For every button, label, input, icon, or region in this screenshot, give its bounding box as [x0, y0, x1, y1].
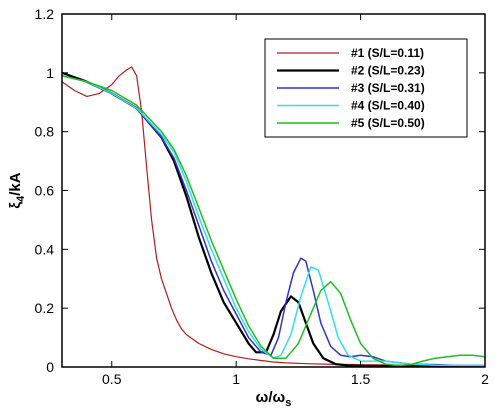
series-line-3: [61, 75, 485, 367]
y-axis-label: ξ4/kA: [7, 172, 27, 208]
x-axis-label-main: ω/ω: [256, 389, 286, 406]
y-axis-label-tail: /kA: [7, 172, 24, 196]
ticks-layer: 0.5 1 1.5 2 0 0.2 0.4 0.6 0.8 1 1.2: [35, 6, 490, 387]
series-line-2: [61, 71, 485, 368]
y-tick-label: 0.8: [35, 124, 55, 140]
y-tick-label: 0.2: [35, 300, 55, 316]
legend-label-3: #3 (S/L=0.31): [351, 81, 425, 95]
legend-label-1: #1 (S/L=0.11): [351, 46, 424, 60]
series-line-4: [61, 75, 485, 367]
x-axis-label: ω/ωs: [256, 389, 292, 409]
y-tick-label: 0.6: [35, 183, 55, 199]
legend-label-5: #5 (S/L=0.50): [351, 116, 425, 130]
legend-label-4: #4 (S/L=0.40): [351, 99, 425, 113]
y-tick-label: 0: [46, 359, 54, 375]
legend-label-2: #2 (S/L=0.23): [351, 64, 425, 78]
x-tick-label: 1: [232, 371, 240, 387]
x-axis-label-sub: s: [285, 397, 291, 409]
y-axis-label-sub: 4: [15, 195, 27, 202]
y-tick-label: 0.4: [35, 241, 55, 257]
y-tick-label: 1.2: [35, 6, 55, 22]
y-tick-label: 1: [46, 65, 54, 81]
series-layer: [61, 66, 486, 368]
x-tick-label: 1.5: [351, 371, 371, 387]
y-axis-label-main: ξ: [7, 202, 24, 209]
x-tick-label: 2: [481, 371, 489, 387]
series-line-5: [61, 75, 486, 367]
x-tick-label: 0.5: [102, 371, 122, 387]
legend: #1 (S/L=0.11) #2 (S/L=0.23) #3 (S/L=0.31) #…: [264, 38, 468, 138]
